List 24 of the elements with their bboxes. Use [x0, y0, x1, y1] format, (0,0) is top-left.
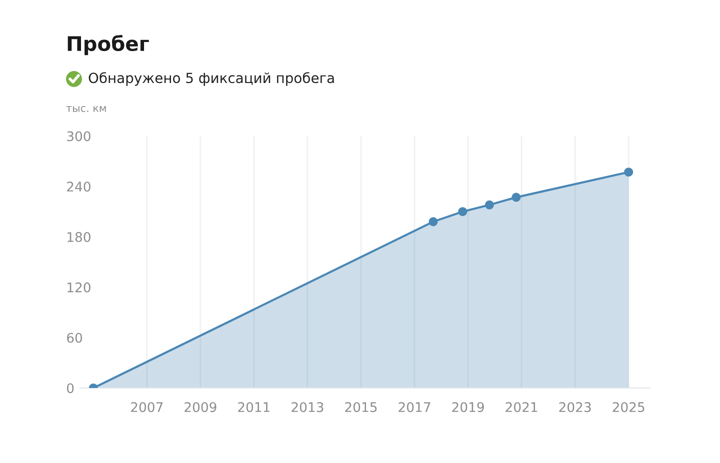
x-tick-label: 2007 — [131, 402, 163, 412]
y-tick-label: 300 — [67, 131, 90, 142]
point — [458, 207, 468, 216]
chart-title: Пробег — [68, 34, 149, 56]
point — [512, 192, 521, 202]
x-tick-label: 2015 — [345, 402, 377, 412]
x-tick-label: 2025 — [612, 402, 644, 412]
y-tick-label: 180 — [68, 232, 90, 242]
y-axis-title: тыс. км — [66, 106, 106, 112]
y-tick-label: 0 — [66, 383, 74, 394]
x-tick-label: 2013 — [292, 402, 324, 412]
x-tick-label: 2011 — [238, 402, 270, 412]
x-tick-label: 2017 — [398, 402, 430, 412]
x-tick-label: 2023 — [559, 402, 591, 412]
x-tick-label: 2009 — [184, 402, 216, 412]
y-tick-label: 240 — [67, 182, 90, 192]
point — [624, 168, 634, 177]
point — [428, 217, 438, 226]
x-tick-label: 2019 — [452, 402, 484, 412]
y-tick-label: 60 — [67, 332, 82, 343]
point — [484, 200, 494, 210]
y-tick-label: 120 — [68, 282, 90, 292]
chart-subtitle: Обнаружено 5 фиксаций пробега — [88, 72, 334, 86]
x-tick-label: 2021 — [506, 402, 538, 412]
